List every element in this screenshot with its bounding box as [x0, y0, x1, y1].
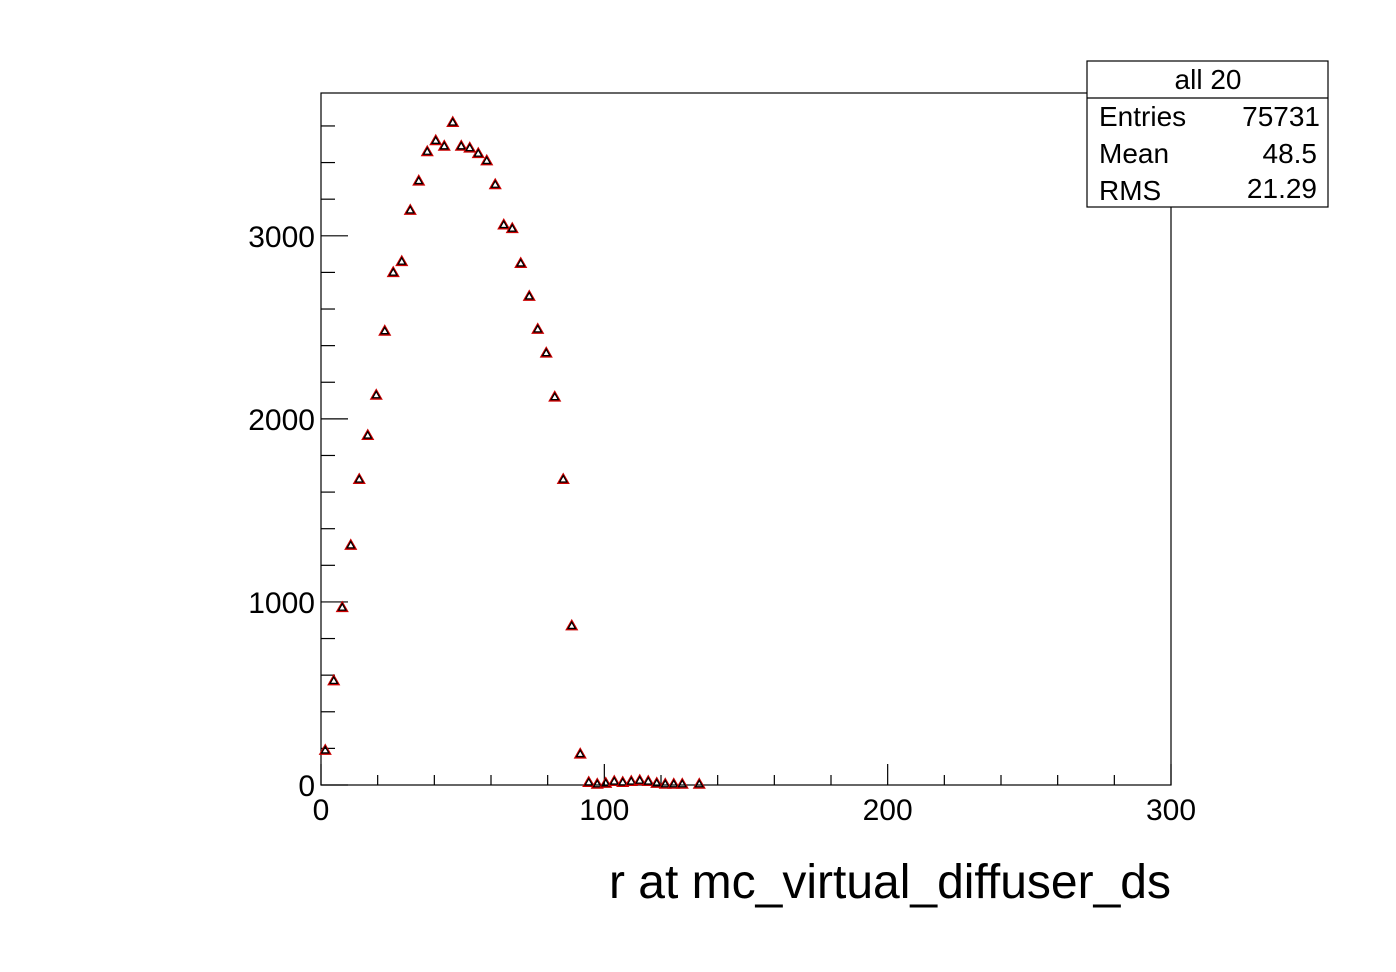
data-point [327, 673, 341, 686]
data-point [369, 388, 383, 400]
data-point [573, 747, 587, 759]
data-point [361, 428, 375, 441]
y-tick-labels: 0 1000 2000 3000 [248, 221, 315, 803]
data-point [522, 289, 536, 301]
stats-entries-label: Entries [1099, 101, 1186, 132]
data-point [514, 256, 528, 268]
data-point [386, 265, 400, 278]
stats-box: all 20 Entries 75731 Mean 48.5 RMS 21.29 [1086, 60, 1329, 208]
x-tick-label: 100 [579, 794, 629, 827]
data-point [403, 203, 417, 215]
data-point [463, 141, 477, 153]
data-point [548, 390, 562, 402]
plot-frame [320, 92, 1172, 786]
stats-mean-value: 48.5 [1263, 138, 1318, 169]
data-point [650, 776, 664, 788]
x-axis-title: r at mc_virtual_diffuser_ds [609, 856, 1171, 909]
data-point [497, 217, 511, 230]
data-point [539, 346, 553, 358]
data-point [412, 174, 426, 186]
data-point [480, 153, 494, 166]
data-point [505, 221, 519, 234]
data-point [420, 144, 434, 157]
data-point [446, 115, 460, 127]
data-point [607, 774, 621, 787]
stats-rms-value: 21.29 [1247, 173, 1317, 204]
stats-box-frame [1086, 60, 1329, 208]
data-point [641, 774, 655, 787]
data-point [335, 600, 349, 613]
data-point [395, 254, 409, 267]
data-point [658, 777, 672, 789]
y-tick-label: 2000 [248, 404, 315, 437]
data-point [488, 177, 502, 190]
x-tick-label: 0 [313, 794, 330, 827]
data-point [429, 133, 443, 146]
data-point [565, 618, 579, 631]
data-point [599, 776, 613, 788]
data-point [471, 146, 485, 159]
data-point [352, 472, 366, 484]
stats-mean-label: Mean [1099, 138, 1169, 169]
y-axis [321, 125, 348, 786]
data-point [531, 322, 545, 334]
x-tick-label: 200 [863, 794, 913, 827]
y-tick-label: 1000 [248, 587, 315, 620]
data-point [437, 139, 451, 151]
data-point [624, 774, 638, 787]
data-point [318, 743, 332, 755]
data-points [318, 115, 706, 789]
data-point [582, 775, 596, 787]
data-point [378, 324, 392, 336]
data-point [675, 777, 689, 789]
data-point [556, 472, 570, 484]
x-axis [320, 764, 1172, 785]
x-tick-labels: 0 100 200 300 [313, 794, 1196, 827]
stats-box-title: all 20 [1175, 64, 1242, 95]
data-point [590, 777, 604, 789]
y-tick-label: 3000 [248, 221, 315, 254]
data-point [454, 139, 468, 151]
x-tick-label: 300 [1146, 794, 1196, 827]
data-point [667, 777, 681, 789]
data-point [616, 775, 630, 787]
data-point [692, 777, 706, 789]
data-point [633, 773, 647, 786]
stats-entries-value: 75731 [1242, 101, 1320, 132]
y-tick-label: 0 [298, 770, 315, 803]
stats-rms-label: RMS [1099, 175, 1161, 206]
data-point [344, 538, 358, 550]
